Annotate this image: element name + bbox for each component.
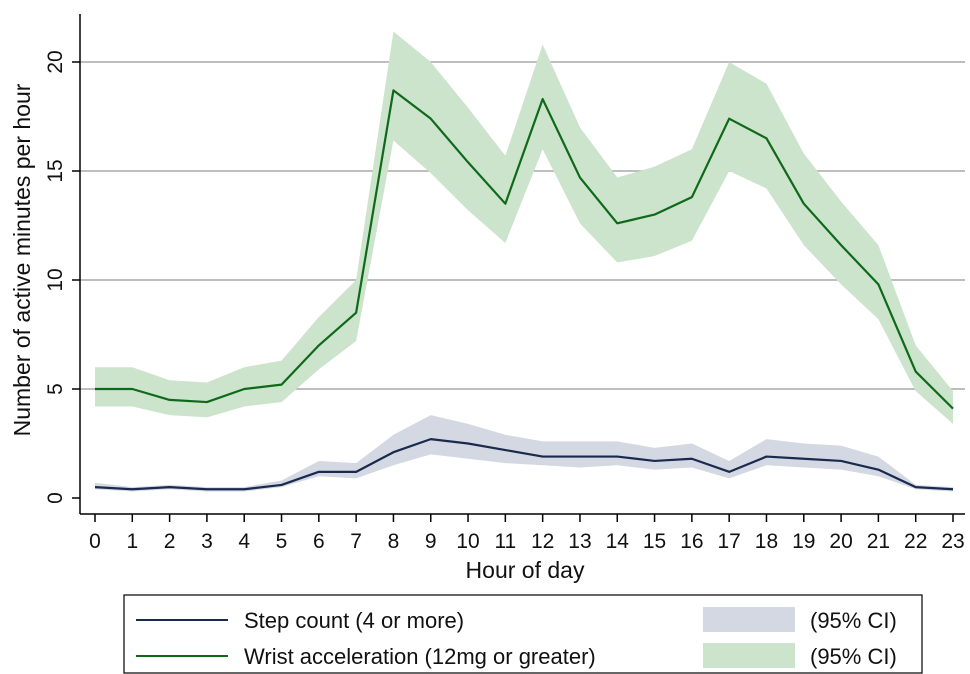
- legend-label-wrist: Wrist acceleration (12mg or greater): [244, 644, 596, 669]
- series-line-1: [95, 89, 954, 410]
- x-tick-label: 14: [606, 530, 630, 553]
- y-tick-label: 20: [44, 50, 67, 73]
- legend-label-wrist-ci: (95% CI): [810, 644, 897, 669]
- y-tick-label: 0: [44, 492, 67, 504]
- x-tick-label: 18: [755, 530, 778, 553]
- series-lines: [94, 89, 954, 491]
- x-tick-label: 15: [643, 530, 666, 553]
- series-line-0: [94, 438, 954, 491]
- x-tick-label: 8: [388, 530, 400, 553]
- x-tick-label: 20: [829, 530, 852, 553]
- x-tick-label: 1: [126, 530, 138, 553]
- y-tick-label: 10: [44, 268, 67, 291]
- x-tick-label: 17: [717, 530, 740, 553]
- x-tick-label: 5: [276, 530, 288, 553]
- x-tick-label: 0: [89, 530, 101, 553]
- x-tick-label: 7: [350, 530, 362, 553]
- x-tick-label: 19: [792, 530, 815, 553]
- legend-label-step-count: Step count (4 or more): [244, 608, 464, 633]
- x-tick-label: 3: [201, 530, 213, 553]
- x-tick-label: 10: [456, 530, 479, 553]
- ci-band-series-1: [95, 31, 953, 424]
- x-tick-label: 9: [425, 530, 437, 553]
- x-tick-label: 11: [494, 530, 516, 553]
- x-tick-label: 16: [680, 530, 703, 553]
- y-tick-label: 15: [44, 159, 67, 182]
- x-tick-label: 4: [238, 530, 250, 553]
- legend-label-step-ci: (95% CI): [810, 608, 897, 633]
- x-ticks: 0 1 2 3 4 5 6 7 8 9 10 11 12 13 14 15 16 17 18 19 20 21 22 23: [89, 514, 965, 553]
- x-tick-label: 6: [313, 530, 325, 553]
- legend: Step count (4 or more) (95% CI) Wrist ac…: [123, 594, 923, 674]
- x-tick-label: 21: [867, 530, 890, 553]
- x-tick-label: 13: [568, 530, 591, 553]
- confidence-bands: [95, 31, 953, 492]
- y-axis-label: Number of active minutes per hour: [9, 83, 35, 436]
- axes: [79, 14, 965, 515]
- x-tick-label: 2: [164, 530, 176, 553]
- legend-swatch-step-ci: [703, 607, 795, 632]
- legend-swatch-wrist-ci: [703, 643, 795, 668]
- y-tick-label: 5: [44, 383, 67, 395]
- x-tick-label: 23: [941, 530, 964, 553]
- x-axis-label: Hour of day: [466, 557, 585, 583]
- y-ticks: 0 5 10 15 20: [44, 50, 80, 504]
- x-tick-label: 22: [904, 530, 927, 553]
- x-tick-label: 12: [531, 530, 554, 553]
